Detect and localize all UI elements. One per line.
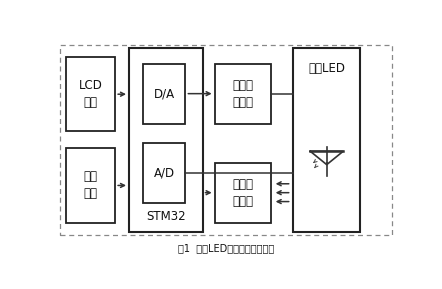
- Text: 按键
控制: 按键 控制: [84, 171, 97, 201]
- Bar: [143, 142, 186, 203]
- Text: LCD
显示: LCD 显示: [78, 79, 102, 109]
- Bar: [65, 57, 115, 131]
- Text: A/D: A/D: [153, 166, 175, 179]
- Bar: [293, 48, 360, 231]
- Text: STM32: STM32: [146, 210, 186, 223]
- Bar: [143, 64, 186, 124]
- Text: 光学测
量模块: 光学测 量模块: [232, 178, 253, 208]
- Bar: [65, 148, 115, 223]
- Bar: [129, 48, 202, 231]
- Text: 图1  简易LED测试装置系统框图: 图1 简易LED测试装置系统框图: [179, 243, 274, 253]
- Bar: [214, 163, 271, 223]
- Text: 恒流驱
动电路: 恒流驱 动电路: [232, 79, 253, 109]
- Text: 待测LED: 待测LED: [308, 62, 345, 75]
- Bar: [61, 45, 392, 235]
- Bar: [214, 64, 271, 124]
- Text: D/A: D/A: [153, 87, 175, 100]
